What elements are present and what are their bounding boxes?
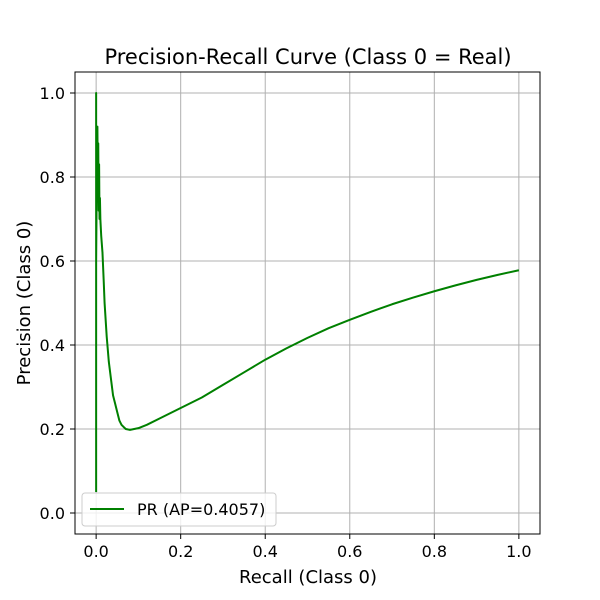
legend-label: PR (AP=0.4057) [137, 500, 265, 519]
x-tick-label: 0.2 [168, 542, 193, 561]
ticks: 0.0 0.2 0.4 0.6 0.8 1.0 0.0 0.2 0.4 0.6 0.8 1.0 [40, 84, 532, 561]
y-tick-label: 0.2 [40, 420, 65, 439]
y-tick-label: 1.0 [40, 84, 65, 103]
x-tick-label: 0.6 [337, 542, 362, 561]
chart-title: Precision-Recall Curve (Class 0 = Real) [104, 45, 511, 69]
y-tick-label: 0.0 [40, 504, 65, 523]
x-tick-label: 0.8 [422, 542, 447, 561]
pr-curve-line [95, 92, 520, 492]
legend-box [81, 492, 277, 527]
x-tick-label: 1.0 [506, 542, 531, 561]
y-axis-label: Precision (Class 0) [14, 221, 35, 386]
x-tick-label: 0.0 [83, 542, 108, 561]
y-tick-label: 0.8 [40, 168, 65, 187]
series-layer [95, 92, 520, 492]
y-tick-label: 0.4 [40, 336, 65, 355]
x-tick-label: 0.4 [253, 542, 278, 561]
y-tick-label: 0.6 [40, 252, 65, 271]
legend: PR (AP=0.4057) [81, 492, 277, 527]
x-axis-label: Recall (Class 0) [239, 567, 377, 588]
plot-frame [74, 71, 541, 535]
grid [75, 72, 540, 534]
